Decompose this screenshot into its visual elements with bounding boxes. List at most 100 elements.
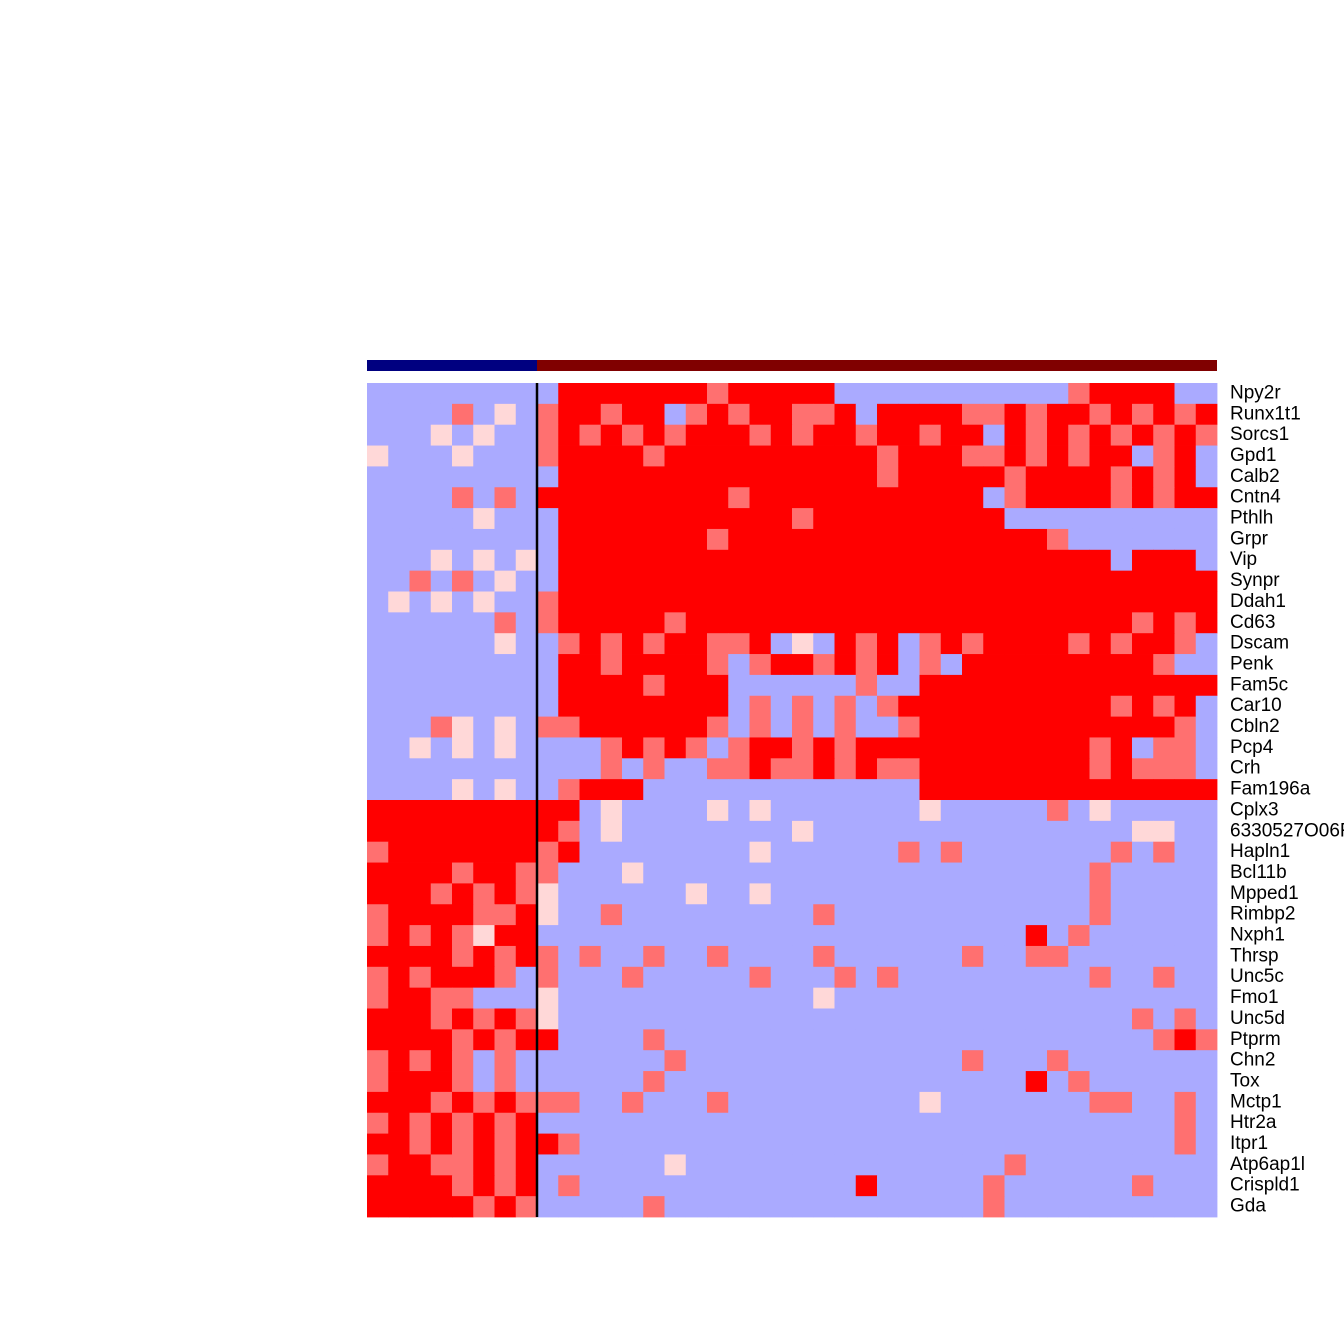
heatmap-cell xyxy=(1195,841,1218,863)
heatmap-cell xyxy=(1047,549,1069,572)
heatmap-cell xyxy=(452,820,474,843)
heatmap-cell xyxy=(834,1196,857,1218)
heatmap-cell xyxy=(685,1071,708,1093)
heatmap-cell xyxy=(515,1112,538,1134)
heatmap-cell xyxy=(537,925,559,947)
heatmap-cell xyxy=(834,1008,857,1030)
heatmap-cell xyxy=(1132,1091,1154,1114)
heatmap-cell xyxy=(877,508,899,530)
heatmap-cell xyxy=(1174,1196,1197,1218)
heatmap-cell xyxy=(515,966,538,989)
heatmap-cell xyxy=(877,1196,899,1218)
heatmap-cell xyxy=(664,966,687,989)
heatmap-cell xyxy=(1153,1050,1175,1072)
heatmap-cell xyxy=(452,1050,474,1072)
heatmap-cell xyxy=(622,862,644,884)
heatmap-cell xyxy=(558,1008,580,1030)
heatmap-cell xyxy=(643,591,665,613)
heatmap-cell xyxy=(537,758,559,780)
row-label: Fam5c xyxy=(1230,674,1288,695)
heatmap-cell xyxy=(515,1091,538,1114)
heatmap-cell xyxy=(1195,987,1218,1009)
heatmap-cell xyxy=(1110,674,1133,697)
heatmap-cell xyxy=(728,1196,750,1218)
heatmap-cell xyxy=(1089,549,1112,572)
heatmap-cell xyxy=(919,966,942,989)
heatmap-cell xyxy=(558,508,580,530)
heatmap-cell xyxy=(1025,737,1048,759)
heatmap-cell xyxy=(983,1175,1005,1197)
heatmap-cell xyxy=(1153,445,1175,467)
heatmap-cell xyxy=(898,674,920,697)
heatmap-cell xyxy=(877,633,899,655)
heatmap-cell xyxy=(664,695,687,717)
heatmap-cell xyxy=(1047,1091,1069,1114)
heatmap-cell xyxy=(940,779,963,801)
heatmap-cell xyxy=(664,1175,687,1197)
heatmap-cell xyxy=(707,1112,729,1134)
heatmap-cell xyxy=(813,716,835,738)
heatmap-cell xyxy=(1004,1091,1027,1114)
heatmap-cell xyxy=(707,1071,729,1093)
heatmap-cell xyxy=(1025,841,1048,863)
heatmap-cell xyxy=(813,549,835,572)
heatmap-cell xyxy=(792,487,814,509)
heatmap-cell xyxy=(1068,549,1090,572)
heatmap-cell xyxy=(430,945,453,968)
heatmap-cell xyxy=(1089,466,1112,488)
heatmap-cell xyxy=(409,904,432,926)
heatmap-cell xyxy=(643,800,665,822)
row-label: Rimbp2 xyxy=(1230,904,1295,925)
heatmap-cell xyxy=(1174,528,1197,551)
heatmap-cell xyxy=(1153,612,1175,634)
heatmap-cell xyxy=(473,987,495,1009)
heatmap-cell xyxy=(728,883,750,905)
heatmap-cell xyxy=(813,966,835,989)
heatmap-cell xyxy=(452,549,474,572)
heatmap-cell xyxy=(367,1008,389,1030)
heatmap-cell xyxy=(1068,466,1090,488)
heatmap-cell xyxy=(430,695,453,717)
heatmap-cell xyxy=(707,800,729,822)
heatmap-cell xyxy=(515,695,538,717)
heatmap-cell xyxy=(558,1112,580,1134)
heatmap-cell xyxy=(855,862,878,884)
heatmap-cell xyxy=(877,1008,899,1030)
heatmap-cell xyxy=(515,528,538,551)
heatmap-cell xyxy=(515,800,538,822)
heatmap-cell xyxy=(1068,1091,1090,1114)
heatmap-cell xyxy=(877,820,899,843)
heatmap-cell xyxy=(1068,633,1090,655)
heatmap-cell xyxy=(685,674,708,697)
heatmap-cell xyxy=(579,1071,602,1093)
heatmap-cell xyxy=(622,820,644,843)
heatmap-cell xyxy=(685,612,708,634)
heatmap-cell xyxy=(834,1029,857,1051)
heatmap-cell xyxy=(1047,466,1069,488)
heatmap-cell xyxy=(792,674,814,697)
heatmap-cell xyxy=(664,424,687,446)
heatmap-cell xyxy=(707,1154,729,1176)
heatmap-cell xyxy=(940,820,963,843)
heatmap-cell xyxy=(430,508,453,530)
heatmap-cell xyxy=(983,966,1005,989)
heatmap-cell xyxy=(940,800,963,822)
heatmap-cell xyxy=(622,487,644,509)
heatmap-cell xyxy=(409,987,432,1009)
heatmap-cell xyxy=(643,758,665,780)
heatmap-cell xyxy=(1004,1154,1027,1176)
heatmap-cell xyxy=(940,862,963,884)
heatmap-cell xyxy=(430,966,453,989)
heatmap-cell xyxy=(1132,1071,1154,1093)
heatmap-cell xyxy=(537,549,559,572)
heatmap-cell xyxy=(537,841,559,863)
heatmap-cell xyxy=(962,758,984,780)
heatmap-cell xyxy=(643,612,665,634)
heatmap-cell xyxy=(388,654,410,676)
heatmap-cell xyxy=(919,424,942,446)
heatmap-cell xyxy=(1004,904,1027,926)
heatmap-cell xyxy=(622,403,644,426)
heatmap-cell xyxy=(409,1154,432,1176)
heatmap-cell xyxy=(664,612,687,634)
heatmap-cell xyxy=(473,925,495,947)
